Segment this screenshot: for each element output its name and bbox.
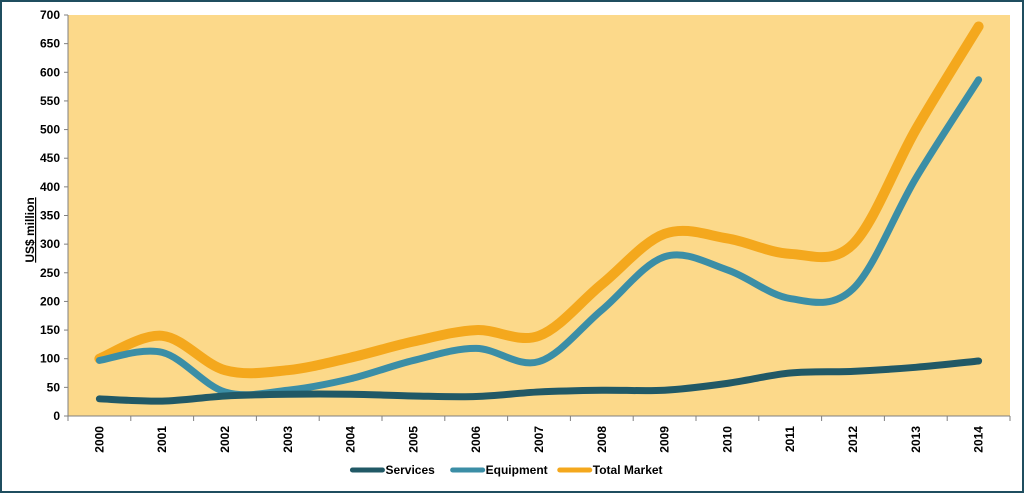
- y-tick-label: 400: [40, 180, 60, 194]
- x-tick-label: 2000: [92, 426, 106, 453]
- y-tick-label: 100: [40, 352, 60, 366]
- y-tick-label: 50: [47, 380, 61, 394]
- series-line-total-market: [94, 21, 984, 379]
- x-tick-label: 2014: [972, 426, 986, 453]
- x-tick-labels: 2000 2001 2002 2003 2004 2005 2006 2007 2008 2009…: [92, 426, 985, 453]
- y-tick-label: 550: [40, 94, 60, 108]
- x-tick-label: 2009: [658, 426, 672, 453]
- x-tick-label: 2002: [218, 426, 232, 453]
- y-tick-label: 300: [40, 237, 60, 251]
- legend: Services Equipment Total Market: [349, 463, 663, 477]
- legend-label: Equipment: [486, 463, 548, 477]
- legend-item-total-market: Total Market: [557, 463, 663, 477]
- x-tick-label: 2006: [469, 426, 483, 453]
- plot-area: [68, 15, 1010, 416]
- x-tick-label: 2011: [783, 426, 797, 452]
- y-tick-label: 450: [40, 151, 60, 165]
- y-tick-label: 600: [40, 65, 60, 79]
- series-line-services: [95, 357, 983, 405]
- x-tick-label: 2004: [344, 426, 358, 453]
- legend-item-equipment: Equipment: [450, 463, 548, 477]
- x-tick-label: 2013: [909, 426, 923, 453]
- y-tick-label: 650: [40, 37, 60, 51]
- legend-label: Total Market: [593, 463, 663, 477]
- y-tick-labels: 0 50 100 150 200 250 300 350 400 450 500 550 600 650 7…: [40, 8, 60, 423]
- x-tick-label: 2001: [155, 426, 169, 453]
- y-tick-label: 350: [40, 209, 60, 223]
- legend-label: Services: [385, 463, 435, 477]
- x-tick-label: 2012: [846, 426, 860, 453]
- series-lines: [94, 21, 984, 405]
- x-tick-label: 2005: [406, 426, 420, 453]
- axes: [64, 14, 1011, 421]
- y-tick-label: 0: [53, 409, 60, 423]
- y-tick-label: 250: [40, 266, 60, 280]
- x-tick-label: 2008: [595, 426, 609, 453]
- y-axis-title: US$ million: [23, 197, 37, 262]
- y-tick-label: 150: [40, 323, 60, 337]
- x-tick-label: 2010: [720, 426, 734, 453]
- y-tick-label: 700: [40, 8, 60, 22]
- x-tick-label: 2007: [532, 426, 546, 453]
- y-tick-label: 500: [40, 123, 60, 137]
- x-tick-label: 2003: [281, 426, 295, 453]
- legend-item-services: Services: [349, 463, 435, 477]
- y-tick-label: 200: [40, 294, 60, 308]
